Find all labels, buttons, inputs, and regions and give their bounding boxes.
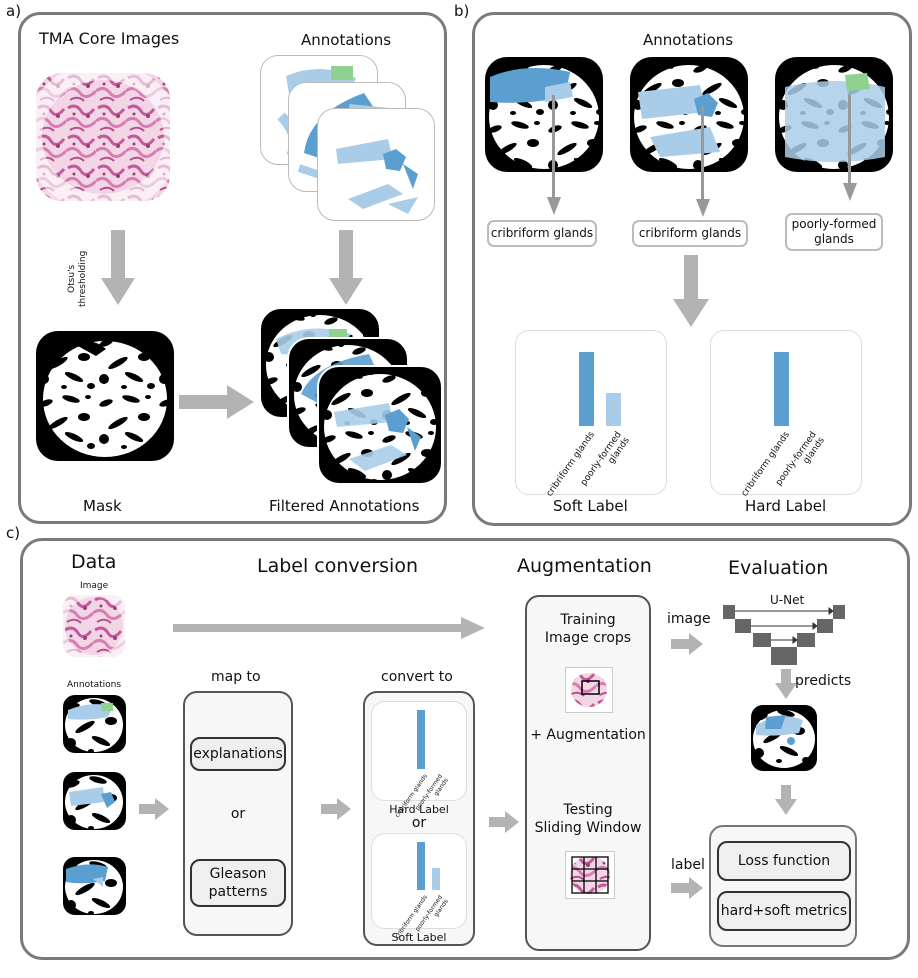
panel-a: TMA Core Images Annotations Otsu's thres… [18, 12, 447, 524]
image-label: Image [80, 581, 109, 591]
tma-title: TMA Core Images [39, 29, 180, 48]
bar-cribriform [579, 352, 594, 426]
soft-label-chart: cribriform glands poorly-formed glands [515, 330, 667, 498]
panel-a-label: a) [6, 2, 22, 20]
bar-poorly-formed [431, 868, 440, 891]
bar-cribriform [416, 841, 425, 891]
unet-label: U-Net [770, 593, 805, 607]
convert-to-box: cribriform glands poorly-formed glands Ha… [363, 691, 475, 946]
soft-label-title: Soft Label [553, 497, 628, 515]
panel-b: Annotations cribriform glands cribriform… [472, 12, 912, 526]
map-to-label: map to [211, 669, 261, 685]
unet-diagram [723, 605, 845, 665]
c-annot-tile-2 [63, 772, 126, 830]
testing-label: Testing Sliding Window [534, 802, 642, 836]
arrow-otsu [101, 230, 135, 305]
tma-core-image [36, 73, 170, 201]
arrow-annotations-to-map [139, 798, 169, 820]
bar-cribriform [774, 352, 789, 426]
b-arrow-3 [843, 95, 857, 201]
arrow-convert-to-augmentation [489, 811, 519, 833]
predicts-label: predicts [795, 673, 852, 689]
bar-cribriform [416, 709, 425, 769]
arrow-label-to-loss [671, 877, 703, 899]
evaluation-title: Evaluation [728, 557, 829, 579]
arrow-mask-to-filtered [179, 385, 254, 419]
or-label-map: or [230, 806, 246, 822]
annotation-card-3 [317, 108, 435, 221]
map-to-box: explanations or Gleason patterns [183, 691, 293, 936]
otsu-label: Otsu's thresholding [67, 250, 88, 307]
label-conversion-title: Label conversion [257, 555, 418, 577]
arrow-image-to-unet [671, 633, 703, 655]
c-annot-tile-3 [63, 857, 126, 915]
arrow-image-to-augmentation [173, 617, 485, 639]
or-label-convert: or [411, 815, 427, 831]
metrics-box: hard+soft metrics [717, 891, 851, 931]
explanations-option: explanations [190, 737, 286, 771]
c-annot-tile-1 [63, 695, 126, 753]
arrow-prediction-to-loss [775, 785, 797, 815]
b-tile-1 [485, 57, 603, 172]
small-hard-label: Hard Label [389, 803, 449, 816]
filtered-tile-3 [317, 365, 443, 485]
convert-to-label: convert to [381, 669, 453, 685]
hard-label-title: Hard Label [745, 497, 827, 515]
evaluation-box: Loss function hard+soft metrics [709, 825, 857, 947]
b-pill-2: cribriform glands [632, 220, 748, 247]
panel-c-label: c) [6, 524, 21, 542]
panel-b-label: b) [454, 2, 470, 20]
annotations-title-b: Annotations [643, 31, 734, 49]
plus-augmentation-label: + Augmentation [530, 727, 646, 743]
filtered-label: Filtered Annotations [269, 497, 420, 515]
sliding-window-image [565, 851, 615, 899]
hard-label-chart: cribriform glands poorly-formed glands [710, 330, 862, 498]
arrow-unet-to-prediction [775, 669, 797, 699]
arrow-map-to-convert [321, 798, 351, 820]
image-arrow-label: image [667, 611, 711, 627]
annotations-title-a: Annotations [301, 31, 392, 49]
b-arrow-to-labels [673, 255, 709, 327]
small-soft-chart: cribriform glands poorly-formed glands [371, 833, 467, 940]
gleason-option: Gleason patterns [190, 859, 286, 907]
small-soft-label: Soft Label [391, 931, 447, 944]
arrow-annotations-down [329, 230, 363, 305]
prediction-image [751, 705, 817, 771]
bar-poorly-formed [606, 392, 621, 426]
label-arrow-label: label [671, 857, 705, 873]
data-title: Data [71, 551, 117, 573]
augmentation-box: Training Image crops + Augmentation Test… [525, 595, 651, 951]
b-arrow-1 [547, 95, 561, 215]
data-image [63, 595, 125, 657]
panel-c: Data Image Annotations Label conversion … [20, 538, 910, 960]
b-tile-2 [630, 57, 748, 172]
b-tile-3 [775, 57, 893, 172]
annotations-label-c: Annotations [67, 680, 122, 690]
mask-label: Mask [83, 497, 122, 515]
training-crop-image [565, 667, 613, 713]
b-arrow-2 [696, 105, 710, 217]
b-pill-1: cribriform glands [487, 220, 597, 247]
mask-image [36, 331, 174, 461]
b-pill-3: poorly-formed glands [785, 213, 883, 251]
augmentation-title: Augmentation [517, 555, 652, 577]
training-label: Training Image crops [544, 612, 632, 646]
loss-function-box: Loss function [717, 841, 851, 881]
small-hard-chart: cribriform glands poorly-formed glands [371, 701, 467, 819]
